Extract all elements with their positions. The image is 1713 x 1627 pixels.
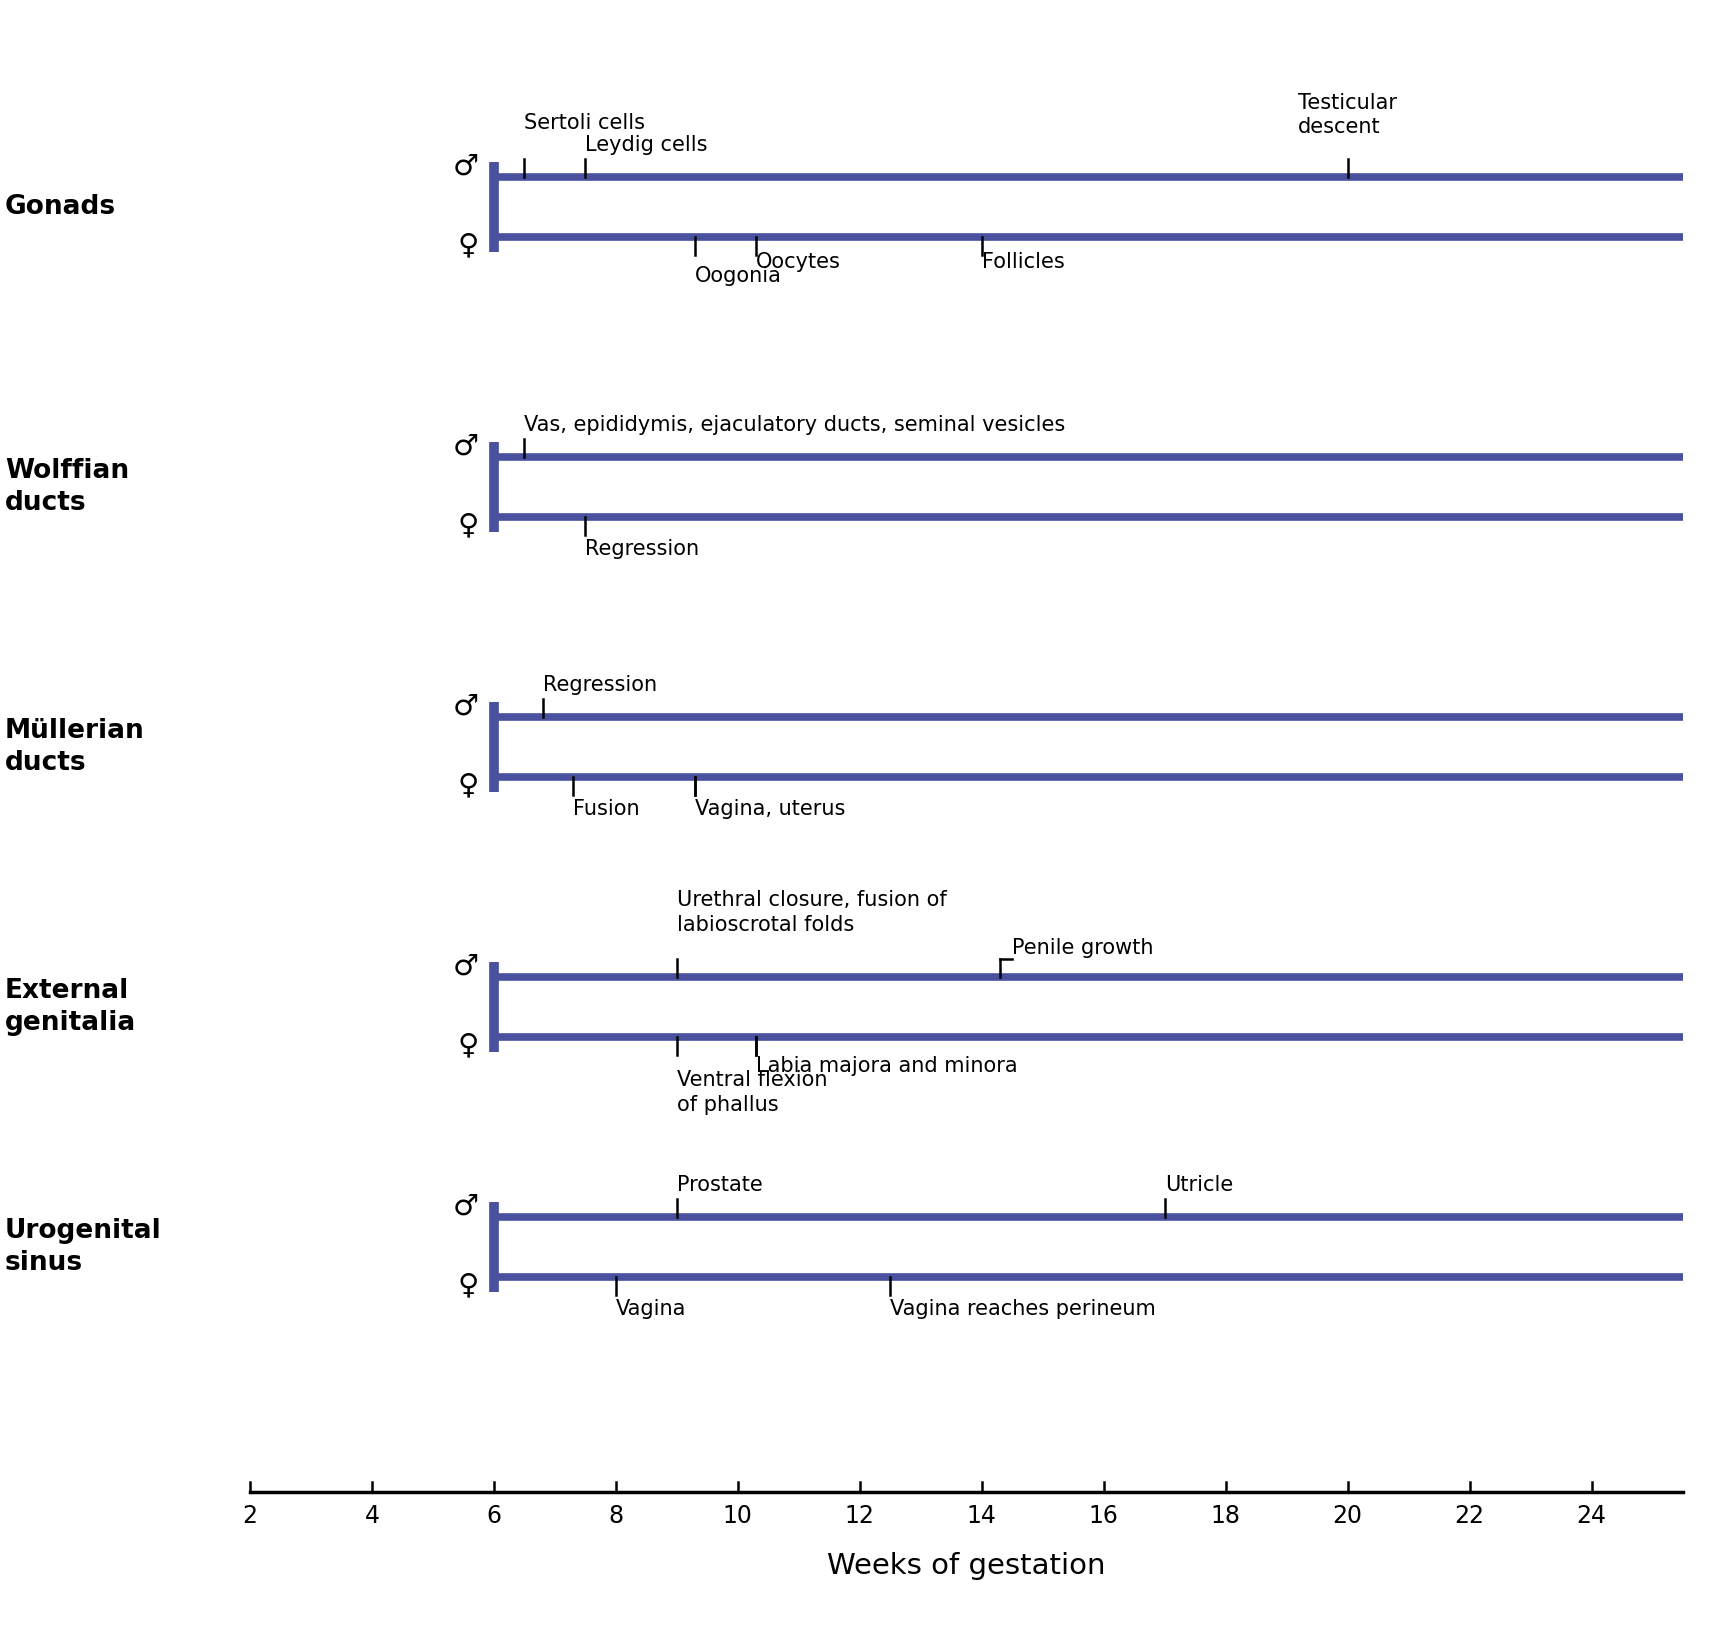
Text: Vagina, uterus: Vagina, uterus [695, 799, 846, 818]
Text: Fusion: Fusion [574, 799, 641, 818]
Text: 6: 6 [486, 1503, 502, 1528]
Text: ♂: ♂ [452, 1193, 480, 1220]
Text: 20: 20 [1333, 1503, 1362, 1528]
Text: ♂: ♂ [452, 433, 480, 460]
Text: ♀: ♀ [457, 1271, 480, 1298]
Text: ♂: ♂ [452, 693, 480, 721]
Text: 16: 16 [1089, 1503, 1119, 1528]
Text: Penile growth: Penile growth [1012, 939, 1155, 958]
Text: Vagina: Vagina [617, 1298, 687, 1319]
Text: Follicles: Follicles [982, 252, 1064, 272]
Text: ♀: ♀ [457, 771, 480, 799]
Text: Weeks of gestation: Weeks of gestation [827, 1552, 1107, 1580]
Text: Urethral closure, fusion of
labioscrotal folds: Urethral closure, fusion of labioscrotal… [677, 890, 947, 936]
Text: Utricle: Utricle [1165, 1175, 1233, 1194]
Text: Ventral flexion
of phallus: Ventral flexion of phallus [677, 1071, 827, 1114]
Text: Gonads: Gonads [5, 194, 116, 220]
Text: 10: 10 [723, 1503, 752, 1528]
Text: Oogonia: Oogonia [695, 265, 783, 286]
Text: Urogenital
sinus: Urogenital sinus [5, 1219, 161, 1276]
Text: 18: 18 [1211, 1503, 1240, 1528]
Text: ♂: ♂ [452, 953, 480, 981]
Text: Müllerian
ducts: Müllerian ducts [5, 718, 146, 776]
Text: Prostate: Prostate [677, 1175, 762, 1194]
Text: ♀: ♀ [457, 511, 480, 539]
Text: 12: 12 [845, 1503, 875, 1528]
Text: Regression: Regression [586, 539, 699, 560]
Text: Sertoli cells: Sertoli cells [524, 112, 646, 133]
Text: External
genitalia: External genitalia [5, 978, 137, 1036]
Text: Vas, epididymis, ejaculatory ducts, seminal vesicles: Vas, epididymis, ejaculatory ducts, semi… [524, 415, 1065, 434]
Text: 14: 14 [966, 1503, 997, 1528]
Text: Wolffian
ducts: Wolffian ducts [5, 457, 128, 516]
Text: Vagina reaches perineum: Vagina reaches perineum [891, 1298, 1156, 1319]
Text: ♂: ♂ [452, 153, 480, 181]
Text: Labia majora and minora: Labia majora and minora [755, 1056, 1018, 1075]
Text: 22: 22 [1454, 1503, 1485, 1528]
Text: 4: 4 [365, 1503, 380, 1528]
Text: ♀: ♀ [457, 1032, 480, 1059]
Text: ♀: ♀ [457, 231, 480, 259]
Text: Oocytes: Oocytes [755, 252, 841, 272]
Text: Testicular
descent: Testicular descent [1298, 93, 1398, 137]
Text: 24: 24 [1576, 1503, 1607, 1528]
Text: 2: 2 [243, 1503, 257, 1528]
Text: Regression: Regression [543, 675, 656, 695]
Text: 8: 8 [608, 1503, 624, 1528]
Text: Leydig cells: Leydig cells [586, 135, 707, 155]
